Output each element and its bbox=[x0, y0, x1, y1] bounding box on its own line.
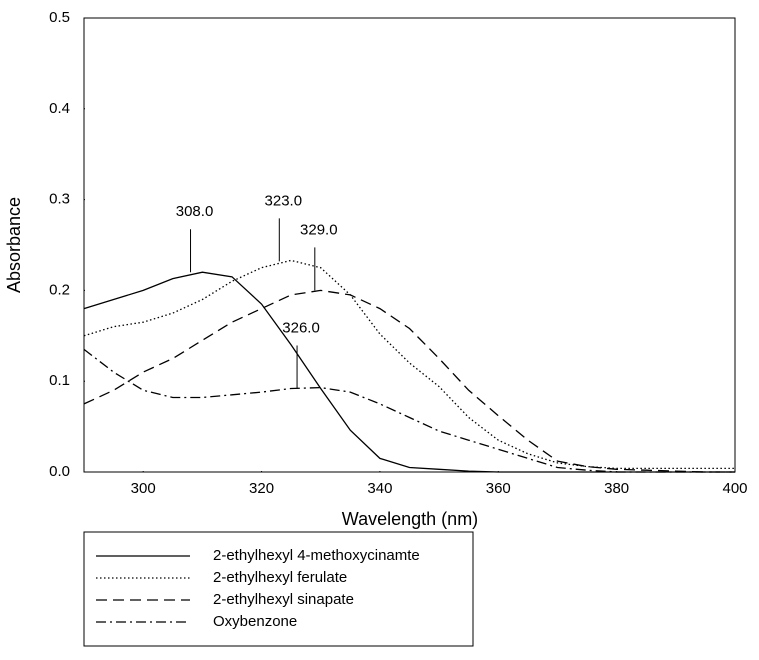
x-tick-label: 380 bbox=[604, 480, 629, 497]
y-tick-label: 0.5 bbox=[49, 9, 70, 26]
x-tick-label: 320 bbox=[249, 480, 274, 497]
series-line bbox=[83, 348, 735, 473]
x-tick-label: 360 bbox=[486, 480, 511, 497]
x-tick-label: 400 bbox=[722, 480, 747, 497]
plot-frame bbox=[83, 17, 736, 473]
x-axis-title: Wavelength (nm) bbox=[342, 509, 478, 529]
y-axis-title: Absorbance bbox=[4, 197, 24, 293]
y-tick-label: 0.2 bbox=[49, 281, 70, 298]
series-line bbox=[83, 271, 735, 473]
series-line bbox=[83, 289, 735, 473]
legend-box bbox=[83, 531, 474, 647]
legend-label: 2-ethylhexyl sinapate bbox=[213, 591, 354, 608]
series-line bbox=[83, 259, 735, 470]
y-tick-label: 0.0 bbox=[49, 463, 70, 480]
annotation-label: 326.0 bbox=[282, 319, 320, 336]
x-tick-label: 340 bbox=[367, 480, 392, 497]
annotation-label: 329.0 bbox=[300, 221, 338, 238]
legend-label: 2-ethylhexyl ferulate bbox=[213, 569, 347, 586]
x-tick-label: 300 bbox=[131, 480, 156, 497]
y-tick-label: 0.3 bbox=[49, 191, 70, 208]
legend-label: Oxybenzone bbox=[213, 613, 297, 630]
annotation-label: 323.0 bbox=[265, 192, 303, 209]
annotation-label: 308.0 bbox=[176, 203, 214, 220]
y-tick-label: 0.1 bbox=[49, 372, 70, 389]
y-tick-label: 0.4 bbox=[49, 100, 70, 117]
legend-label: 2-ethylhexyl 4-methoxycinamte bbox=[213, 547, 420, 564]
